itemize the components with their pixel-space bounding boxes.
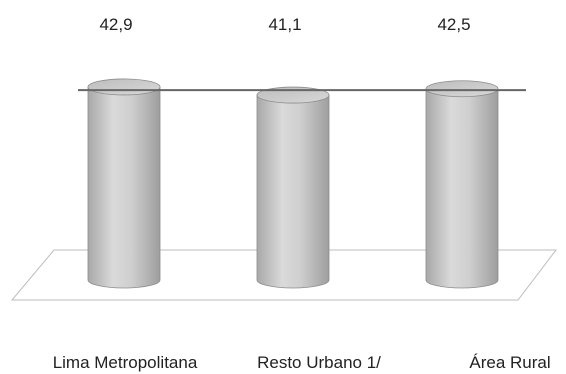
value-label-1: 42,9	[99, 15, 132, 34]
category-label-1: Lima Metropolitana	[53, 353, 198, 372]
bar-body	[87, 86, 161, 289]
bar-cap	[425, 80, 499, 98]
bar-1	[87, 78, 161, 289]
value-label-3: 42,5	[437, 15, 470, 34]
bar-3	[425, 80, 499, 289]
bar-body	[256, 94, 330, 289]
category-label-2: Resto Urbano 1/	[257, 353, 381, 372]
value-label-2: 41,1	[268, 15, 301, 34]
bar-2	[256, 86, 330, 289]
chart-floor	[10, 249, 558, 301]
category-label-3: Área Rural	[469, 353, 550, 372]
bar-cap	[87, 78, 161, 96]
bar-body	[425, 88, 499, 289]
